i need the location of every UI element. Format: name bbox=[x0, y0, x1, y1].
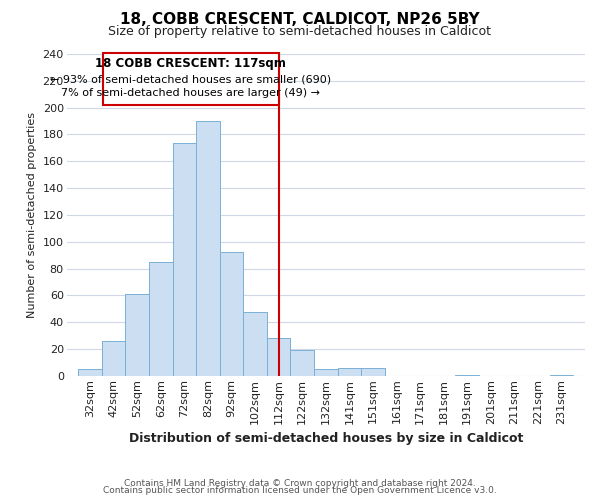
Bar bbox=[173, 142, 196, 376]
Text: Contains HM Land Registry data © Crown copyright and database right 2024.: Contains HM Land Registry data © Crown c… bbox=[124, 478, 476, 488]
Bar bbox=[455, 374, 479, 376]
Bar bbox=[338, 368, 361, 376]
Bar bbox=[149, 262, 173, 376]
Bar bbox=[102, 341, 125, 376]
Text: ← 93% of semi-detached houses are smaller (690): ← 93% of semi-detached houses are smalle… bbox=[50, 74, 331, 85]
Bar bbox=[125, 294, 149, 376]
Bar bbox=[361, 368, 385, 376]
Text: 18 COBB CRESCENT: 117sqm: 18 COBB CRESCENT: 117sqm bbox=[95, 57, 286, 70]
Bar bbox=[79, 369, 102, 376]
Bar bbox=[103, 54, 278, 105]
Bar bbox=[267, 338, 290, 376]
Text: 18, COBB CRESCENT, CALDICOT, NP26 5BY: 18, COBB CRESCENT, CALDICOT, NP26 5BY bbox=[120, 12, 480, 28]
Bar bbox=[550, 374, 573, 376]
Text: Contains public sector information licensed under the Open Government Licence v3: Contains public sector information licen… bbox=[103, 486, 497, 495]
Bar bbox=[314, 369, 338, 376]
Bar bbox=[244, 312, 267, 376]
Bar bbox=[220, 252, 244, 376]
Y-axis label: Number of semi-detached properties: Number of semi-detached properties bbox=[27, 112, 37, 318]
Text: Size of property relative to semi-detached houses in Caldicot: Size of property relative to semi-detach… bbox=[109, 25, 491, 38]
Bar bbox=[290, 350, 314, 376]
X-axis label: Distribution of semi-detached houses by size in Caldicot: Distribution of semi-detached houses by … bbox=[128, 432, 523, 445]
Bar bbox=[196, 121, 220, 376]
Text: 7% of semi-detached houses are larger (49) →: 7% of semi-detached houses are larger (4… bbox=[61, 88, 320, 98]
